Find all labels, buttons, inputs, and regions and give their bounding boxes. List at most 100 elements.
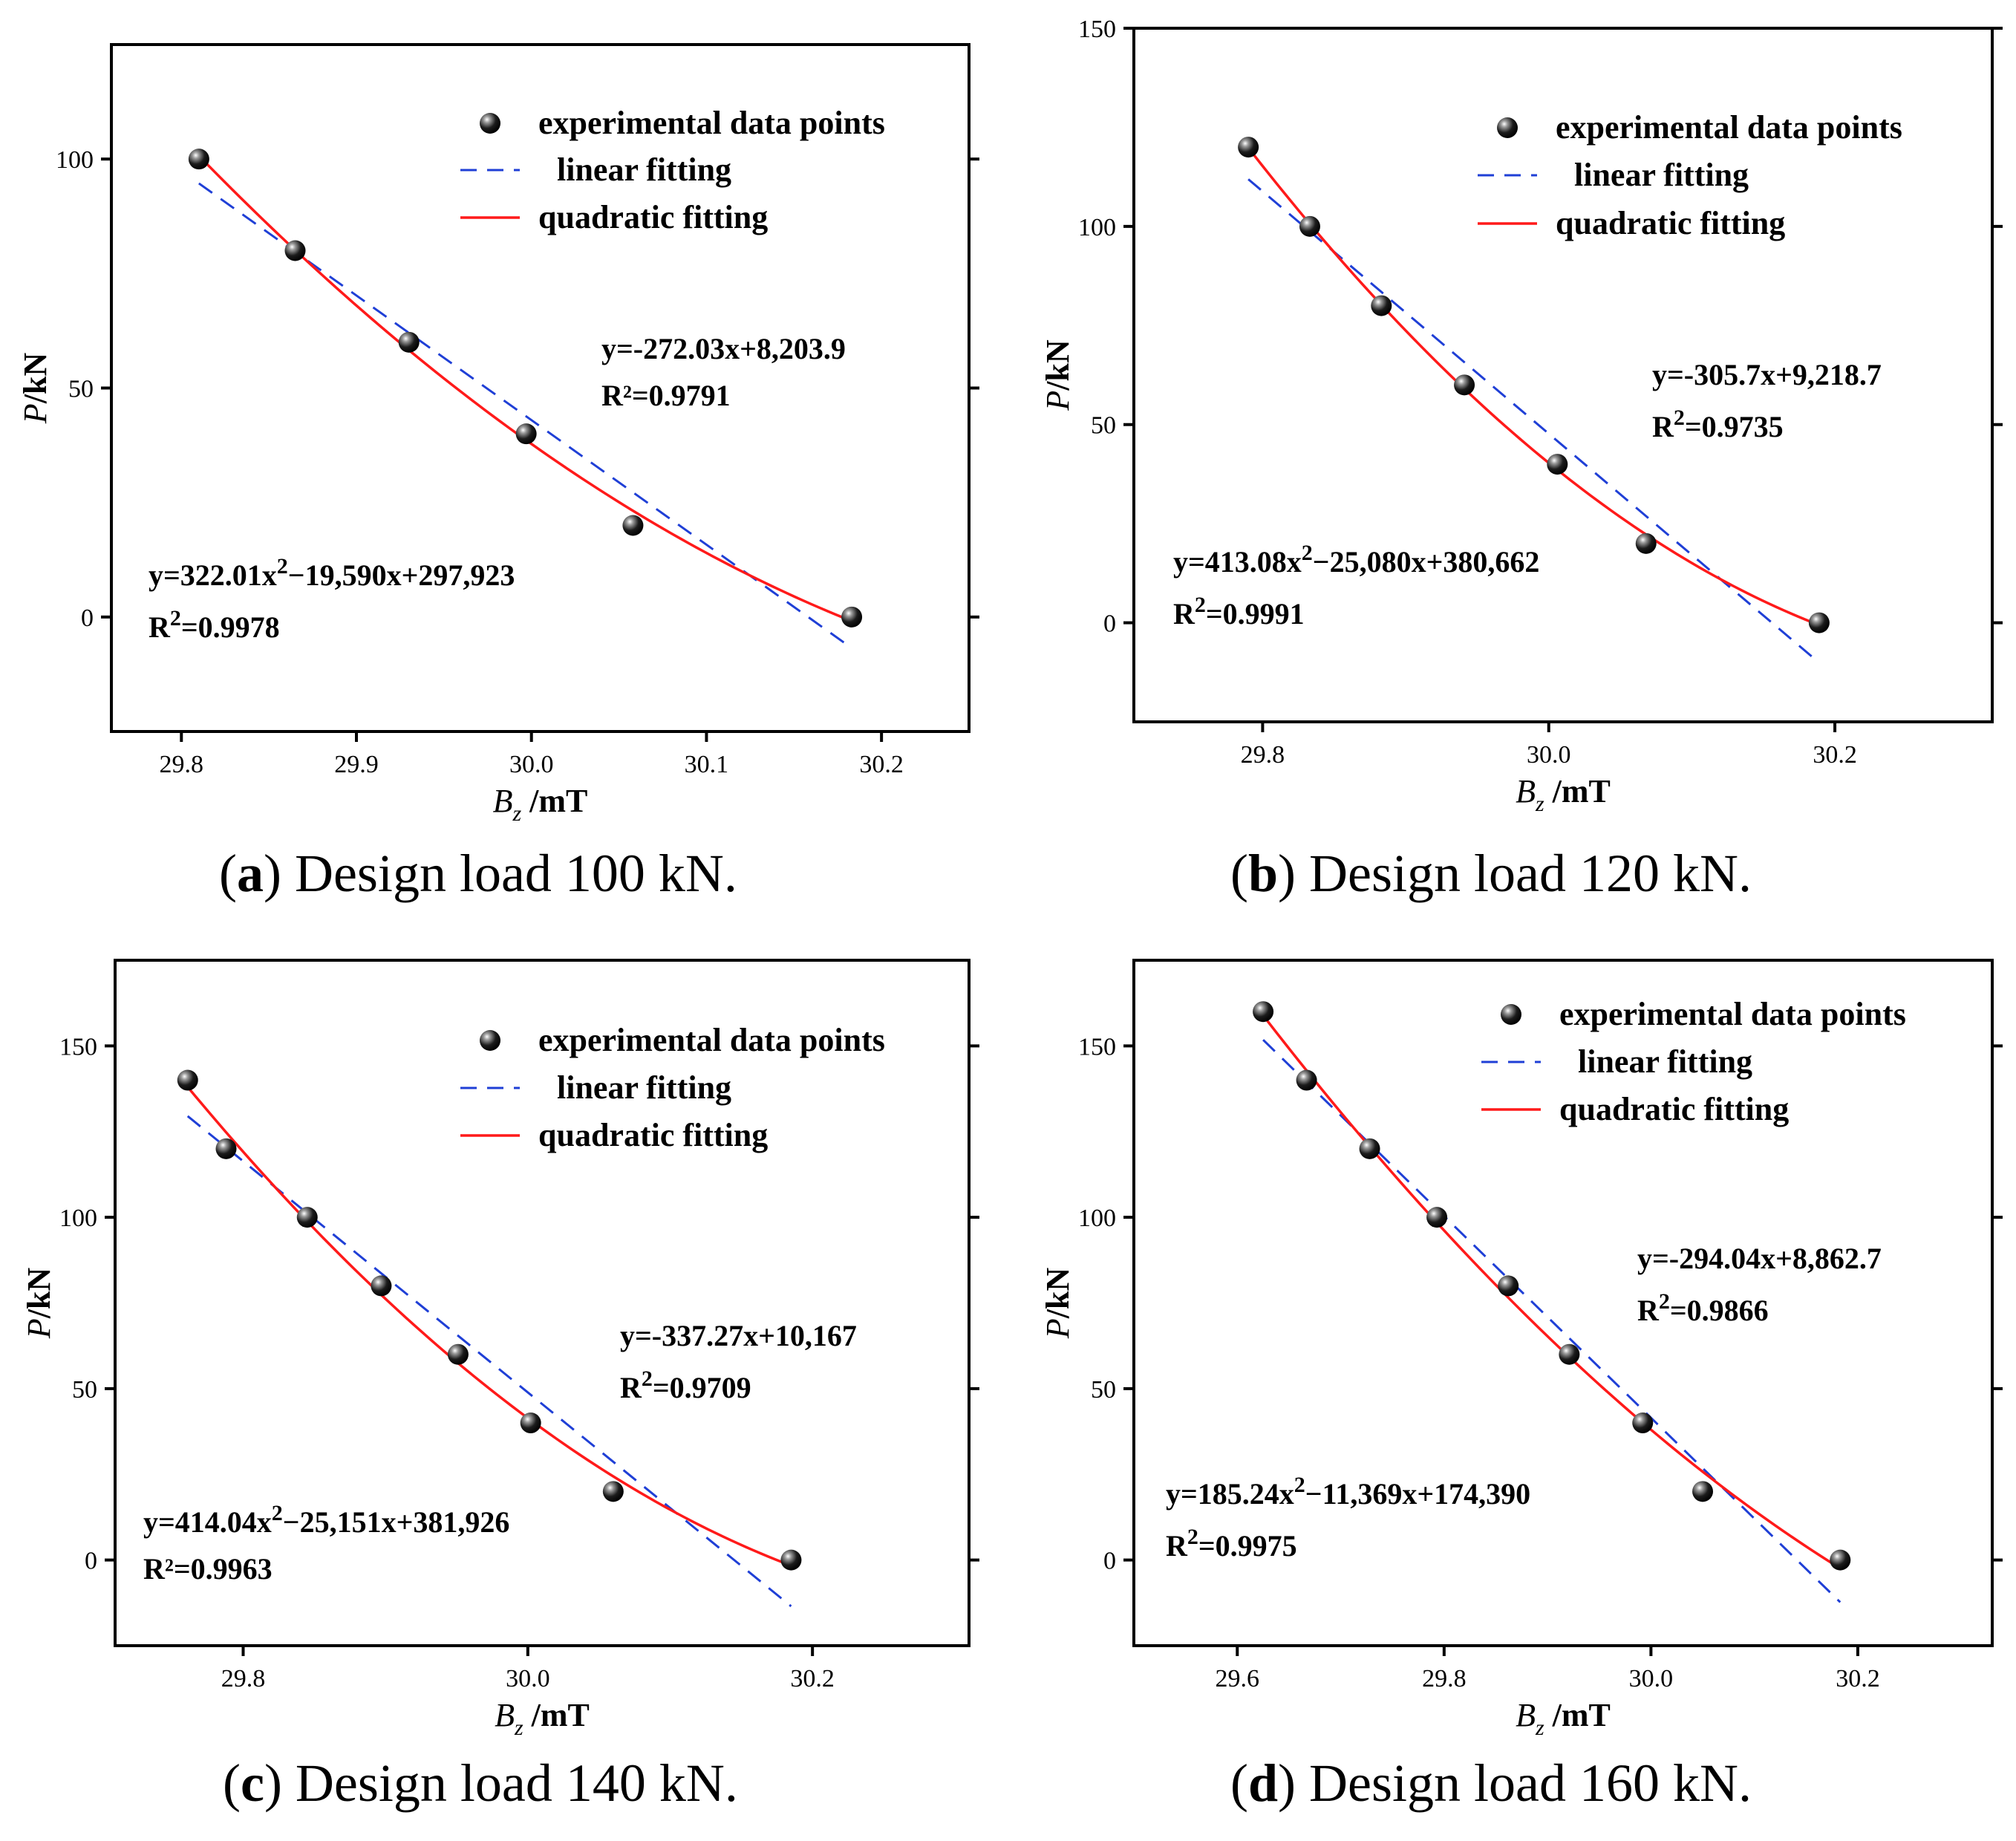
data-point <box>1498 1275 1519 1297</box>
data-point <box>296 1207 318 1228</box>
y-tick-label: 150 <box>1078 1033 1116 1060</box>
y-tick-label: 0 <box>85 1548 97 1575</box>
data-point <box>1253 1001 1274 1023</box>
legend-marker-points <box>480 113 500 134</box>
x-tick-label: 30.2 <box>1836 1665 1880 1692</box>
chart-panel-a: 29.8 29.9 30.0 30.1 30.2 0 50 100 Bz /mT P/kN expe… <box>17 43 979 903</box>
quadratic-equation: y=322.01x2−19,590x+297,923 <box>149 554 515 592</box>
x-tick-label: 30.2 <box>1813 741 1857 769</box>
quadratic-r2: R2=0.9975 <box>1166 1525 1297 1563</box>
panel-caption: (b) Design load 120 kN. <box>1230 844 1752 903</box>
data-point <box>1559 1343 1580 1365</box>
data-point <box>841 606 863 628</box>
data-point <box>622 515 644 536</box>
data-point <box>398 331 420 353</box>
data-point <box>1632 1412 1654 1434</box>
x-axis-label: Bz /mT <box>1516 1697 1611 1740</box>
legend-label-quadratic: quadratic fitting <box>538 1117 768 1153</box>
legend-label-linear: linear fitting <box>1578 1043 1752 1080</box>
x-tick-label: 30.1 <box>685 751 729 778</box>
quadratic-equation: y=185.24x2−11,369x+174,390 <box>1166 1473 1530 1511</box>
linear-equation: y=-305.7x+9,218.7 <box>1652 358 1882 391</box>
data-point <box>1371 295 1392 316</box>
plot-frame <box>1132 27 1994 723</box>
data-point <box>1296 1069 1317 1091</box>
y-tick-label: 150 <box>59 1033 97 1060</box>
quadratic-r2: R²=0.9963 <box>143 1552 273 1586</box>
linear-fit-line <box>186 1115 792 1608</box>
x-tick-label: 30.0 <box>1629 1665 1674 1692</box>
x-tick-label: 29.6 <box>1216 1665 1260 1692</box>
y-tick-label: 100 <box>1078 214 1116 241</box>
data-point <box>1454 374 1475 396</box>
quadratic-equation: y=414.04x2−25,151x+381,926 <box>143 1501 509 1539</box>
y-tick-label: 150 <box>1078 16 1116 43</box>
x-tick-label: 29.8 <box>160 751 204 778</box>
y-tick-label: 50 <box>1091 1376 1116 1404</box>
legend-label-linear: linear fitting <box>557 151 731 188</box>
data-point <box>371 1275 392 1297</box>
y-axis-label: P/kN <box>1040 339 1076 411</box>
legend-marker-points <box>1501 1004 1521 1025</box>
quadratic-r2: R2=0.9978 <box>149 606 280 644</box>
linear-r2: R2=0.9735 <box>1652 405 1784 443</box>
legend-label-points: experimental data points <box>1559 996 1906 1032</box>
y-tick-label: 50 <box>1091 412 1116 440</box>
data-point <box>188 149 209 170</box>
x-tick-label: 30.2 <box>790 1665 835 1692</box>
data-point <box>1426 1207 1448 1228</box>
quadratic-fit-curve <box>186 1086 792 1567</box>
data-point <box>1692 1481 1714 1502</box>
legend-label-quadratic: quadratic fitting <box>1556 205 1785 241</box>
y-tick-label: 0 <box>1103 610 1116 638</box>
quadratic-equation: y=413.08x2−25,080x+380,662 <box>1173 541 1539 579</box>
x-tick-label: 30.0 <box>509 751 554 778</box>
data-point <box>447 1343 469 1365</box>
y-tick-label: 0 <box>81 605 94 632</box>
data-point <box>1830 1549 1851 1571</box>
linear-equation: y=-337.27x+10,167 <box>620 1319 857 1352</box>
panel-caption: (a) Design load 100 kN. <box>219 844 737 903</box>
linear-r2: R2=0.9709 <box>620 1366 751 1404</box>
data-point <box>780 1549 802 1571</box>
data-point <box>1299 215 1320 237</box>
panel-caption: (c) Design load 140 kN. <box>223 1753 738 1813</box>
data-point <box>1547 454 1568 475</box>
y-tick-label: 50 <box>68 376 94 403</box>
data-point <box>602 1481 624 1502</box>
y-tick-label: 50 <box>72 1376 97 1404</box>
y-tick-label: 0 <box>1103 1548 1116 1575</box>
y-tick-label: 100 <box>56 146 94 174</box>
data-point <box>1635 532 1657 554</box>
data-point <box>1238 137 1259 158</box>
x-tick-label: 29.8 <box>221 1665 266 1692</box>
legend-label-linear: linear fitting <box>1574 157 1749 193</box>
linear-equation: y=-294.04x+8,862.7 <box>1637 1242 1882 1275</box>
x-tick-label: 29.8 <box>1241 741 1285 769</box>
x-tick-label: 29.9 <box>334 751 379 778</box>
quadratic-fit-curve <box>1247 146 1820 627</box>
x-axis-label: Bz /mT <box>493 783 588 826</box>
y-tick-label: 100 <box>59 1205 97 1232</box>
data-point <box>515 423 537 445</box>
legend-label-points: experimental data points <box>538 1022 885 1058</box>
data-point <box>1808 612 1830 633</box>
panel-caption: (d) Design load 160 kN. <box>1230 1753 1752 1813</box>
chart-panel-d: 29.6 29.8 30.0 30.2 0 50 100 150 Bz /mT P/kN exper… <box>1040 959 2003 1813</box>
plot-frame <box>114 959 971 1647</box>
legend-marker-points <box>1497 117 1518 138</box>
quadratic-r2: R2=0.9991 <box>1173 593 1305 630</box>
data-point <box>177 1069 198 1091</box>
x-axis-label: Bz /mT <box>495 1697 590 1740</box>
legend-label-points: experimental data points <box>1556 109 1902 146</box>
legend-label-linear: linear fitting <box>557 1069 731 1106</box>
linear-r2: R²=0.9791 <box>601 379 731 412</box>
y-axis-label: P/kN <box>17 353 53 425</box>
legend-label-quadratic: quadratic fitting <box>538 199 768 235</box>
data-point <box>520 1412 541 1434</box>
data-point <box>1359 1138 1380 1159</box>
y-axis-label: P/kN <box>1040 1268 1076 1340</box>
x-tick-label: 30.0 <box>1527 741 1571 769</box>
chart-panel-b: 29.8 30.0 30.2 0 50 100 150 Bz /mT P/kN experimen… <box>1040 16 2003 903</box>
